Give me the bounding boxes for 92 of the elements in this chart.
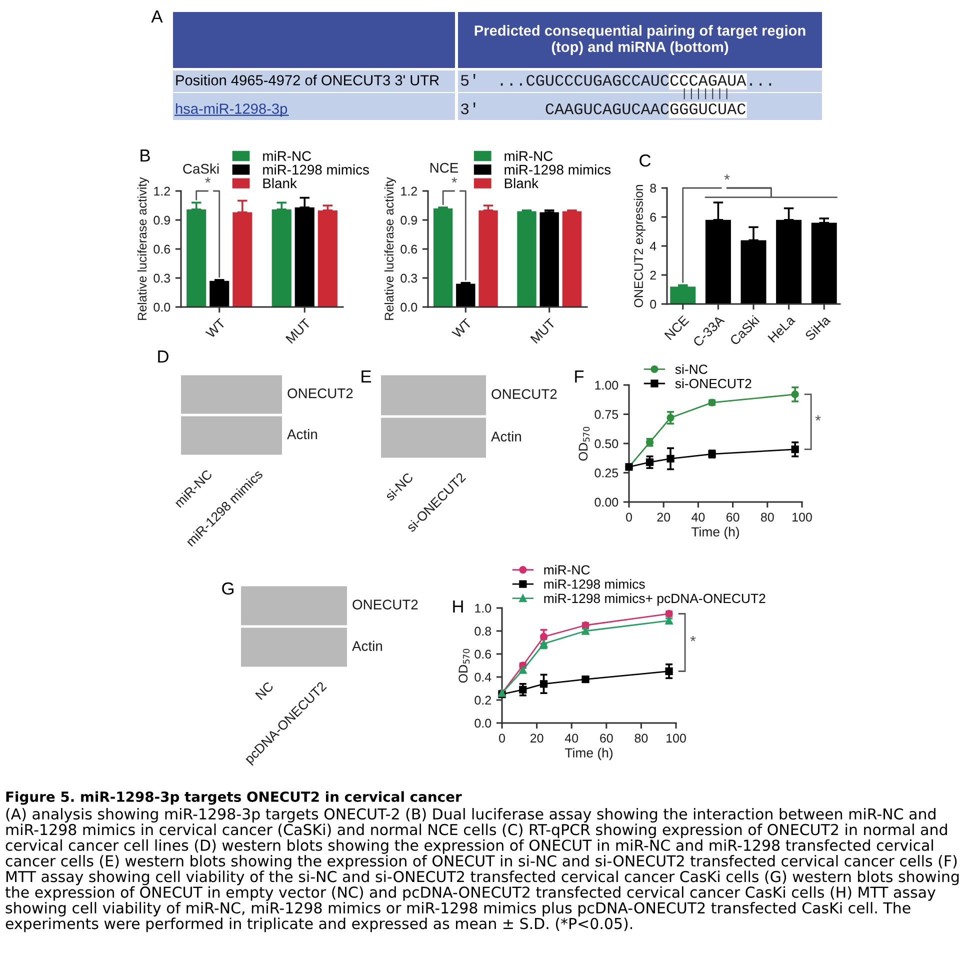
y-tick-label: 0.0 <box>154 302 170 312</box>
text: Actin <box>287 429 317 440</box>
y-tick-label: 1.00 <box>595 380 618 390</box>
y-tick-label: 1.0 <box>475 604 492 613</box>
y-tick-label: 0.0 <box>474 718 492 728</box>
legend-label: miR-NC <box>544 564 590 575</box>
y-tick-label: 0.9 <box>154 216 170 225</box>
y-tick-label: 0.0 <box>400 302 418 312</box>
x-tick-label: WT <box>205 318 226 339</box>
x-axis-title: Time (h) <box>691 526 739 540</box>
legend-label: miR-1298 mimics <box>544 579 645 589</box>
chart-title: C <box>640 154 651 167</box>
chart-title: H <box>453 600 463 612</box>
y-axis-title: OD$_{570}$ <box>458 648 470 683</box>
text: * <box>452 177 458 183</box>
text: * <box>724 174 730 180</box>
y-tick-label: 0.3 <box>154 274 170 283</box>
x-tick-label: 80 <box>634 734 648 743</box>
y-tick-label: 0.6 <box>474 650 492 659</box>
x-tick-label: 60 <box>726 512 740 522</box>
y-axis-title: ONECUT2 expression <box>634 184 646 308</box>
y-tick-label: 0.00 <box>594 498 618 507</box>
x-tick-label: 60 <box>600 734 613 743</box>
legend-label: miR-NC <box>263 150 312 161</box>
x-axis-title: Time (h) <box>564 748 612 760</box>
text: A <box>151 10 163 22</box>
y-tick-label: 0.50 <box>594 439 618 448</box>
x-tick-label: 0 <box>499 734 505 743</box>
y-tick-label: 0.9 <box>400 216 417 225</box>
y-tick-label: 0.6 <box>154 244 170 254</box>
x-tick-label: 100 <box>792 512 812 522</box>
text: ... <box>750 83 772 86</box>
text: G <box>222 582 234 595</box>
x-tick-label: 100 <box>666 734 686 743</box>
y-axis-title: Relative luciferase activity <box>384 177 396 320</box>
text: ONECUT2 <box>352 600 418 610</box>
y-tick-label: 0 <box>650 300 656 309</box>
y-tick-label: 0.4 <box>474 672 492 682</box>
y-axis-title: Relative luciferase activity <box>137 177 150 320</box>
text: Figure 5. miR-1298-3p targets ONECUT2 in cervical cancer <box>6 791 462 805</box>
text: CCCAGAUA <box>670 74 746 86</box>
y-tick-label: 0.25 <box>594 468 618 478</box>
text: (A) analysis showing miR-1298-3p targets ONECUT-2 (B) Dual luciferase assay showing the interaction between miR-NC and miR-1298 mimics in cervical cancer (CaSKi) and normal NCE cells (C) RT-qPCR showing expression of ONECUT2 in normal and cervical cancer cell lines (D) western blots showing the expression of ONECUT in miR-NC and miR-1298 transfected cervical cancer cells (E) western blots showing the expression of ONECUT in si-NC and si-ONECUT2 transfected cervical cancer cells (F) MTT assay showing cell viability of the si-NC and si-ONECUT2 transfected cervical cancer CasKi cells (G) western blots showing the expression of ONECUT in empty vector (NC) and pcDNA-ONECUT2 transfected cervical cancer CasKi cells (H) MTT assay showing cell viability of miR-NC, miR-1298 mimics or miR-1298 mimics plus pcDNA-ONECUT2 transfected CasKi cell. The experiments were performed in triplicate and expressed as mean ± S.D. (*P<0.05). <box>5 808 959 932</box>
y-tick-label: 0.8 <box>474 626 492 636</box>
text: Actin <box>491 431 521 442</box>
legend-label: miR-1298 mimics+ pcDNA-ONECUT2 <box>544 593 766 606</box>
y-tick-label: 6 <box>650 212 656 222</box>
legend-label: Blank <box>263 178 297 188</box>
y-tick-label: 4 <box>650 242 656 251</box>
legend-label: Blank <box>504 178 539 188</box>
x-tick-label: 20 <box>657 512 670 522</box>
y-tick-label: 0.6 <box>400 244 418 254</box>
y-tick-label: 1.2 <box>401 186 417 196</box>
x-tick-label: 40 <box>564 734 578 743</box>
x-tick-label: 80 <box>760 512 774 522</box>
text: Predicted consequential pairing of target region (top) and miRNA (bottom) <box>474 25 806 55</box>
y-tick-label: 8 <box>650 184 656 193</box>
y-tick-label: 0.2 <box>474 696 491 705</box>
x-tick-label: WT <box>452 318 472 339</box>
text: 5' <box>461 74 476 86</box>
chart-subtitle: NCE <box>430 162 458 173</box>
text: ONECUT2 <box>288 388 353 398</box>
text: * <box>690 636 696 642</box>
x-tick-label: 20 <box>530 734 544 743</box>
text: ONECUT2 <box>492 389 557 399</box>
text: * <box>815 415 821 421</box>
text: * <box>205 177 211 183</box>
text: 3' <box>461 102 476 114</box>
text: Position 4965-4972 of ONECUT3 3' UTR <box>176 74 439 86</box>
text: GGGUCUAC <box>670 103 746 114</box>
y-tick-label: 1.2 <box>154 186 170 196</box>
chart-title: B <box>140 150 150 162</box>
x-tick-label: 40 <box>692 512 705 522</box>
y-axis-title: OD$_{570}$ <box>578 426 590 461</box>
y-tick-label: 2 <box>650 270 656 280</box>
text: Actin <box>352 640 382 651</box>
text: ||||||| <box>684 88 728 100</box>
text: hsa-miR-1298-3p <box>176 103 288 117</box>
text: D <box>158 350 168 362</box>
legend-label: si-ONECUT2 <box>675 378 752 388</box>
chart-subtitle: CaSki <box>183 164 219 174</box>
legend-label: miR-1298 mimics <box>504 164 611 175</box>
legend-label: miR-NC <box>504 150 553 161</box>
legend-label: miR-1298 mimics <box>263 164 369 175</box>
y-tick-label: 0.3 <box>400 274 418 283</box>
text: ...CGUCCCUGAGCCAUC <box>500 74 669 86</box>
text: E <box>362 370 372 382</box>
legend-label: si-NC <box>675 364 708 374</box>
y-tick-label: 0.75 <box>594 410 618 419</box>
x-tick-label: 0 <box>626 512 632 522</box>
text: CAAGUCAGUCAAC <box>546 103 669 114</box>
chart-title: F <box>575 370 584 382</box>
